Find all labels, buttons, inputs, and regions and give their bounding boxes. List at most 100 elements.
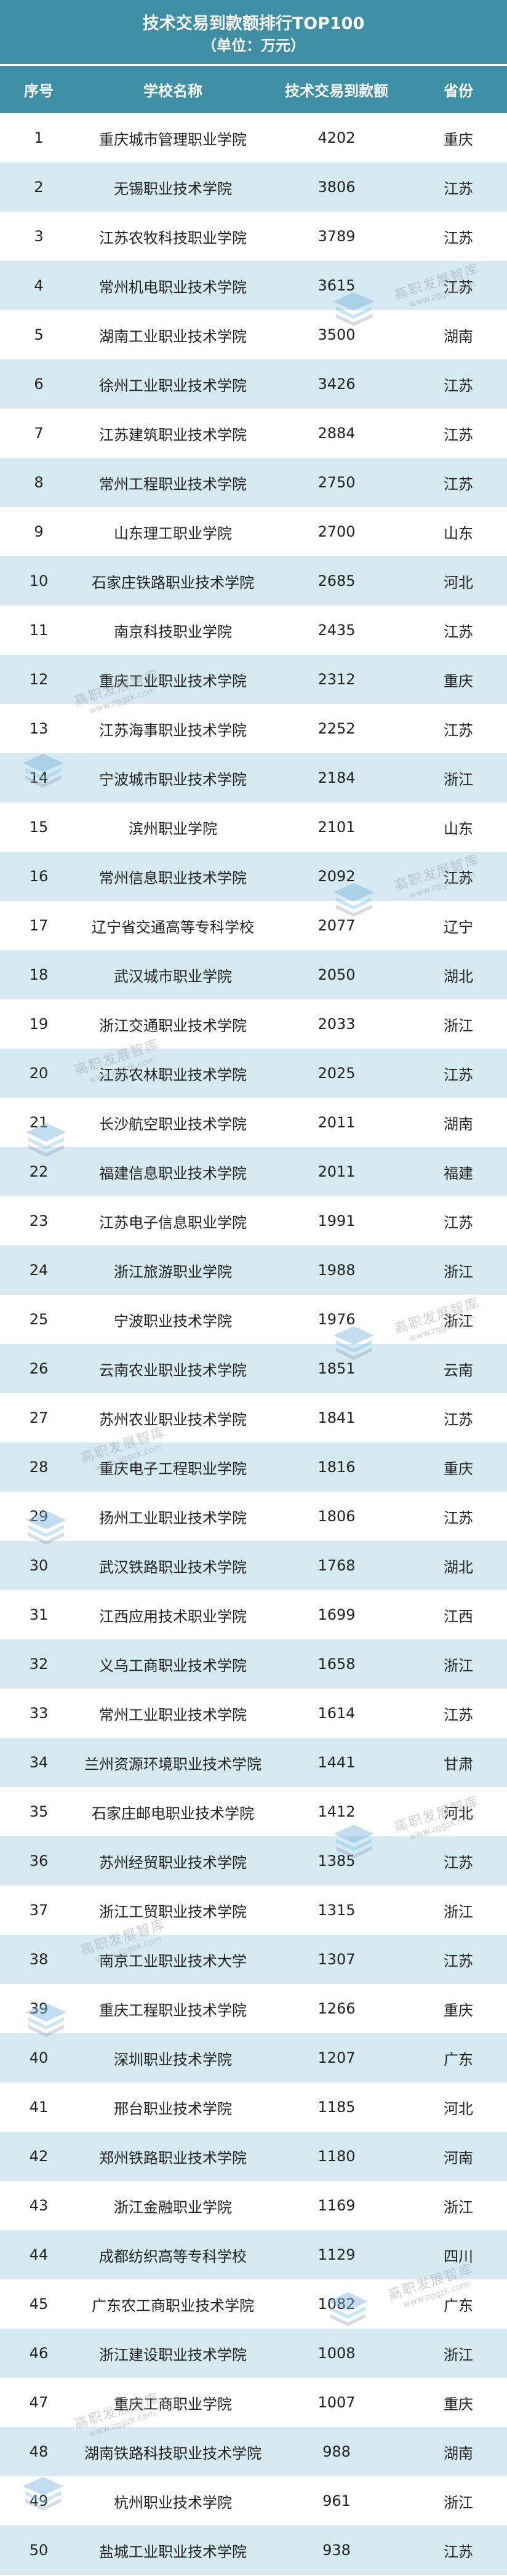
province-cell: 江西 xyxy=(444,1607,473,1625)
rank-cell: 20 xyxy=(29,1065,49,1082)
province-cell: 江苏 xyxy=(444,1854,473,1871)
amount-cell: 2252 xyxy=(317,720,356,737)
rank-cell: 1 xyxy=(34,129,44,146)
province-cell: 浙江 xyxy=(444,770,473,788)
school-name-cell: 浙江交通职业技术学院 xyxy=(99,1017,247,1034)
rank-cell: 43 xyxy=(29,2197,49,2214)
rank-cell: 4 xyxy=(34,277,44,294)
table-row: 50 盐城工业职业技术学院 938 江苏 xyxy=(0,2526,507,2575)
table-row: 47 重庆工商职业学院 1007 重庆 xyxy=(0,2378,507,2427)
province-cell: 浙江 xyxy=(444,2346,473,2364)
province-cell: 江苏 xyxy=(444,623,473,641)
province-cell: 河南 xyxy=(444,2149,473,2167)
rank-cell: 29 xyxy=(29,1508,49,1525)
table-row: 22 福建信息职业技术学院 2011 福建 xyxy=(0,1147,507,1196)
school-name-cell: 义乌工商职业技术学院 xyxy=(99,1657,247,1674)
table-row: 42 郑州铁路职业技术学院 1180 河南 xyxy=(0,2132,507,2181)
school-name-cell: 兰州资源环境职业技术学院 xyxy=(84,1755,261,1773)
column-header-rank: 序号 xyxy=(24,82,54,100)
school-name-cell: 扬州工业职业技术学院 xyxy=(99,1509,247,1527)
amount-cell: 2750 xyxy=(317,474,356,491)
table-row: 3 江苏农牧科技职业学院 3789 江苏 xyxy=(0,212,507,261)
amount-cell: 1614 xyxy=(317,1705,356,1722)
rank-cell: 19 xyxy=(29,1015,49,1033)
school-name-cell: 常州机电职业技术学院 xyxy=(99,278,247,296)
amount-cell: 938 xyxy=(322,2542,351,2559)
school-name-cell: 江苏农牧科技职业学院 xyxy=(99,229,247,247)
table-row: 31 江西应用技术职业学院 1699 江西 xyxy=(0,1590,507,1639)
column-header-amount: 技术交易到款额 xyxy=(285,82,388,100)
amount-cell: 1658 xyxy=(317,1655,356,1673)
table-row: 39 重庆工程职业技术学院 1266 重庆 xyxy=(0,1984,507,2033)
table-row: 10 石家庄铁路职业技术学院 2685 河北 xyxy=(0,556,507,606)
table-row: 4 常州机电职业技术学院 3615 江苏 xyxy=(0,261,507,310)
table-row: 1 重庆城市管理职业学院 4202 重庆 xyxy=(0,113,507,162)
school-name-cell: 长沙航空职业技术学院 xyxy=(99,1115,247,1133)
table-row: 26 云南农业职业技术学院 1851 云南 xyxy=(0,1344,507,1393)
school-name-cell: 郑州铁路职业技术学院 xyxy=(99,2149,247,2167)
rank-cell: 48 xyxy=(29,2443,49,2460)
school-name-cell: 盐城工业职业技术学院 xyxy=(99,2543,247,2561)
table-row: 13 江苏海事职业技术学院 2252 江苏 xyxy=(0,704,507,753)
school-name-cell: 江苏农林职业技术学院 xyxy=(99,1066,247,1084)
province-cell: 湖北 xyxy=(444,1558,473,1576)
province-cell: 重庆 xyxy=(444,672,473,690)
table-row: 35 石家庄邮电职业技术学院 1412 河北 xyxy=(0,1787,507,1836)
amount-cell: 2025 xyxy=(317,1065,356,1082)
school-name-cell: 常州信息职业技术学院 xyxy=(99,869,247,887)
province-cell: 浙江 xyxy=(444,1657,473,1674)
rank-cell: 33 xyxy=(29,1705,49,1722)
school-name-cell: 福建信息职业技术学院 xyxy=(99,1164,247,1182)
province-cell: 云南 xyxy=(444,1361,473,1379)
rank-cell: 26 xyxy=(29,1360,49,1377)
school-name-cell: 重庆工业职业技术学院 xyxy=(99,672,247,690)
province-cell: 浙江 xyxy=(444,1903,473,1921)
school-name-cell: 浙江旅游职业学院 xyxy=(114,1263,232,1281)
province-cell: 江苏 xyxy=(444,377,473,394)
rank-cell: 23 xyxy=(29,1212,49,1230)
table-title-banner: 技术交易到款额排行TOP100 （单位：万元） xyxy=(0,0,507,64)
table-row: 8 常州工程职业技术学院 2750 江苏 xyxy=(0,458,507,507)
province-cell: 重庆 xyxy=(444,2001,473,2019)
amount-cell: 1991 xyxy=(317,1212,356,1230)
table-row: 15 滨州职业学院 2101 山东 xyxy=(0,802,507,852)
school-name-cell: 广东农工商职业技术学院 xyxy=(92,2297,254,2314)
school-name-cell: 南京工业职业技术大学 xyxy=(99,1952,247,1970)
school-name-cell: 杭州职业技术学院 xyxy=(114,2494,232,2511)
rank-cell: 16 xyxy=(29,868,49,885)
province-cell: 重庆 xyxy=(444,130,473,148)
amount-cell: 1266 xyxy=(317,2000,356,2017)
province-cell: 辽宁 xyxy=(444,918,473,936)
province-cell: 江苏 xyxy=(444,426,473,444)
province-cell: 河北 xyxy=(444,574,473,591)
school-name-cell: 辽宁省交通高等专科学校 xyxy=(92,918,254,936)
school-name-cell: 宁波职业技术学院 xyxy=(114,1312,232,1330)
school-name-cell: 滨州职业学院 xyxy=(129,820,217,838)
amount-cell: 1768 xyxy=(317,1557,356,1574)
table-row: 6 徐州工业职业技术学院 3426 江苏 xyxy=(0,359,507,409)
rank-cell: 27 xyxy=(29,1409,49,1426)
province-cell: 山东 xyxy=(444,524,473,542)
table-row: 14 宁波城市职业技术学院 2184 浙江 xyxy=(0,753,507,802)
amount-cell: 2700 xyxy=(317,523,356,540)
table-row: 37 浙江工贸职业技术学院 1315 浙江 xyxy=(0,1886,507,1935)
school-name-cell: 重庆工程职业技术学院 xyxy=(99,2001,247,2019)
table-row: 5 湖南工业职业技术学院 3500 湖南 xyxy=(0,310,507,359)
rank-cell: 35 xyxy=(29,1803,49,1820)
school-name-cell: 重庆城市管理职业学院 xyxy=(99,130,247,148)
table-header-row: 序号 学校名称 技术交易到款额 省份 xyxy=(0,66,507,113)
table-row: 16 常州信息职业技术学院 2092 江苏 xyxy=(0,852,507,901)
table-row: 49 杭州职业技术学院 961 浙江 xyxy=(0,2476,507,2526)
province-cell: 河北 xyxy=(444,2100,473,2118)
province-cell: 甘肃 xyxy=(444,1755,473,1773)
amount-cell: 3426 xyxy=(317,375,356,393)
rank-cell: 42 xyxy=(29,2148,49,2165)
rank-cell: 11 xyxy=(29,622,49,639)
school-name-cell: 南京科技职业学院 xyxy=(114,623,232,641)
amount-cell: 1007 xyxy=(317,2394,356,2411)
amount-cell: 2435 xyxy=(317,622,356,639)
amount-cell: 2101 xyxy=(317,818,356,836)
amount-cell: 3615 xyxy=(317,277,356,294)
province-cell: 浙江 xyxy=(444,1263,473,1281)
school-name-cell: 重庆工商职业学院 xyxy=(114,2395,232,2413)
